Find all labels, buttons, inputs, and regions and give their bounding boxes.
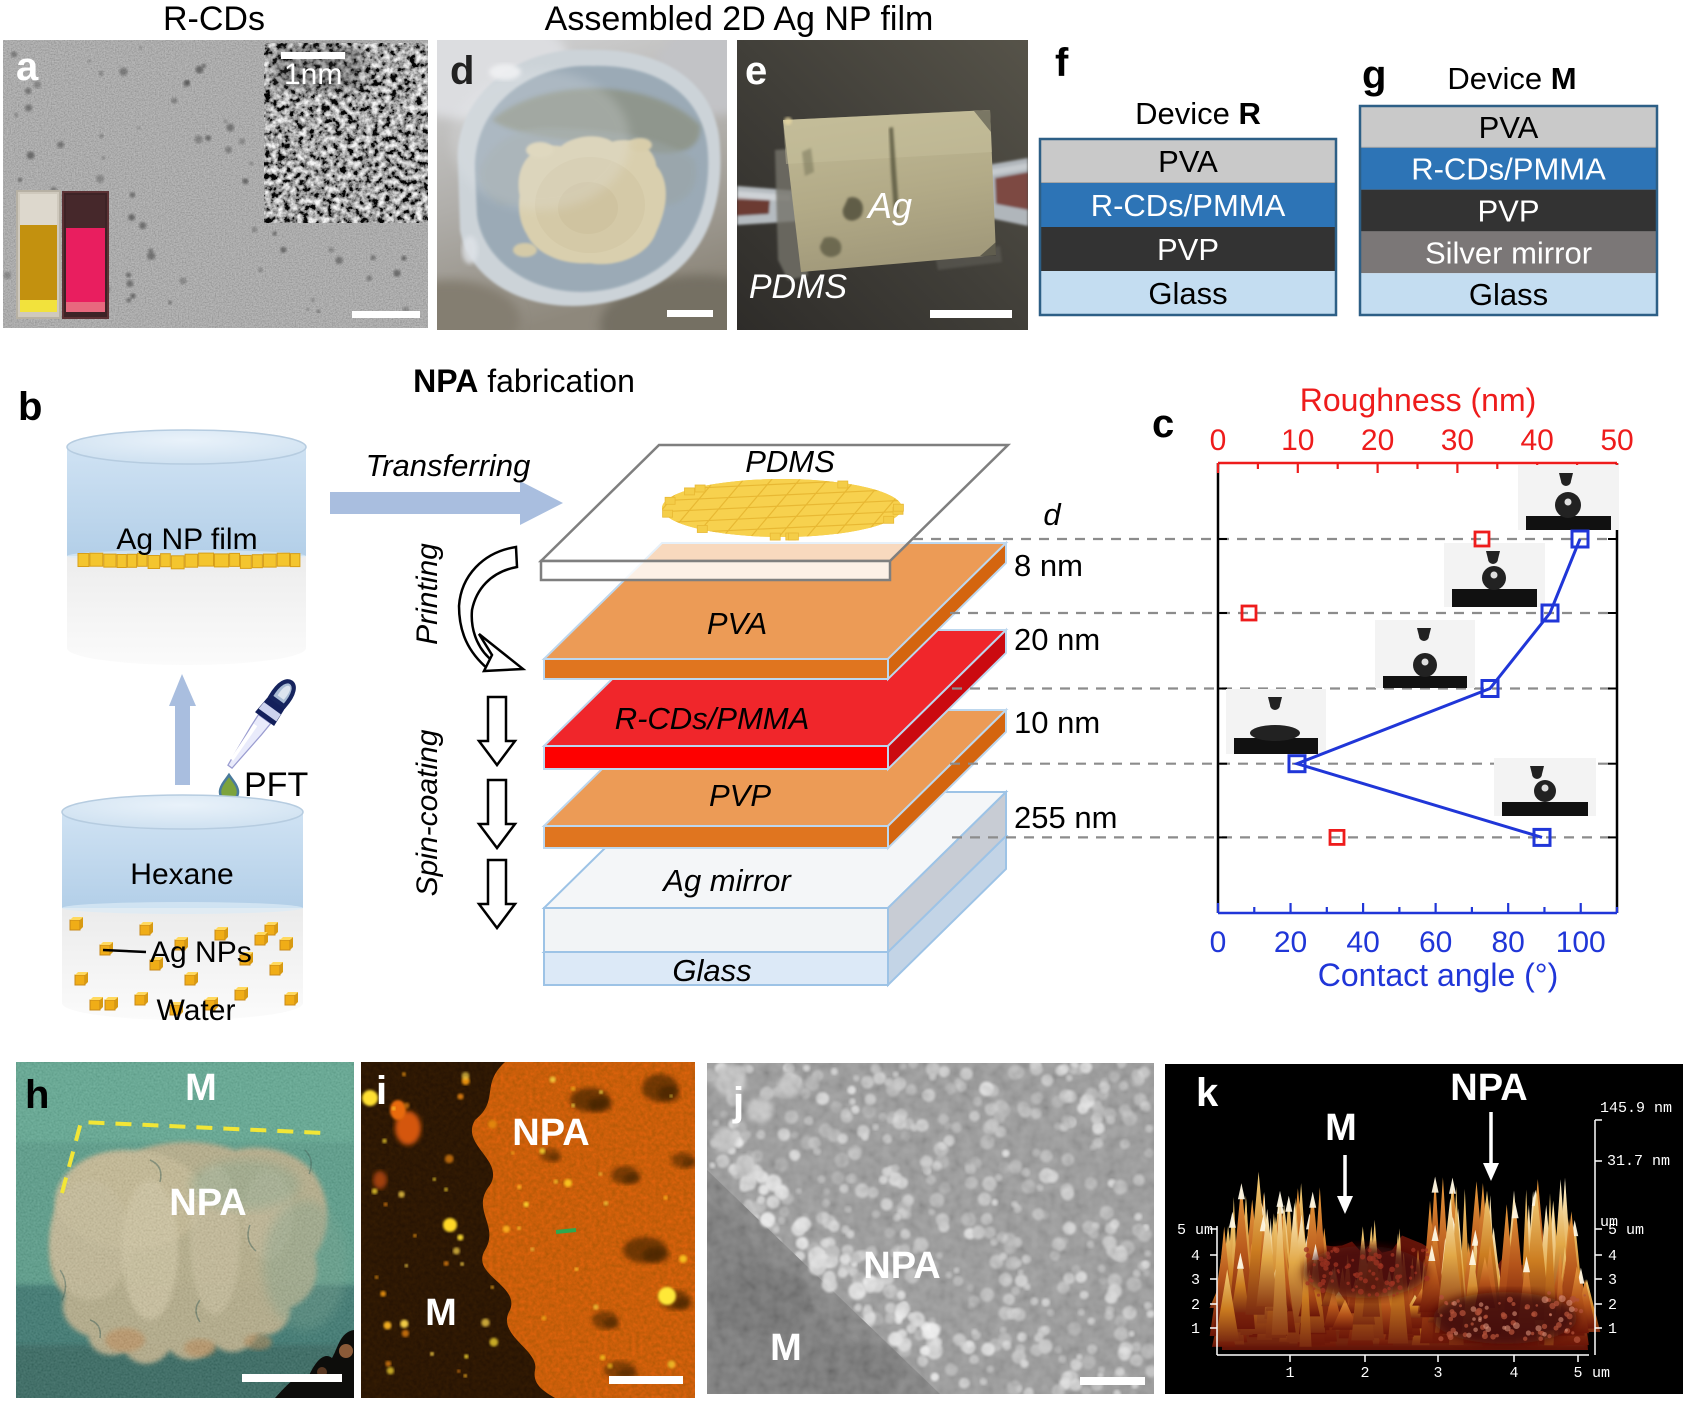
svg-text:NPA: NPA: [1450, 1067, 1527, 1109]
svg-text:j: j: [732, 1080, 744, 1124]
svg-text:Printing: Printing: [411, 543, 444, 645]
svg-text:Glass: Glass: [1469, 277, 1548, 312]
svg-text:c: c: [1152, 402, 1174, 446]
svg-text:0: 0: [1210, 424, 1227, 457]
svg-text:60: 60: [1419, 926, 1452, 959]
svg-text:1: 1: [1285, 1365, 1294, 1382]
svg-text:3: 3: [1433, 1365, 1442, 1382]
svg-text:NPA: NPA: [512, 1112, 589, 1154]
svg-text:NPA: NPA: [863, 1245, 940, 1287]
svg-text:1nm: 1nm: [284, 58, 342, 91]
svg-text:5: 5: [1573, 1365, 1582, 1382]
svg-text:k: k: [1196, 1071, 1219, 1115]
svg-text:Glass: Glass: [1148, 276, 1227, 311]
svg-text:Device M: Device M: [1447, 61, 1576, 96]
svg-text:10 nm: 10 nm: [1014, 705, 1100, 740]
svg-text:1: 1: [1191, 1321, 1200, 1338]
svg-text:d: d: [450, 49, 474, 93]
svg-text:M: M: [425, 1292, 457, 1334]
svg-text:Silver mirror: Silver mirror: [1425, 235, 1592, 270]
svg-text:PVA: PVA: [1158, 144, 1218, 179]
svg-text:um: um: [1600, 1214, 1618, 1231]
svg-text:20: 20: [1361, 424, 1394, 457]
svg-text:Spin-coating: Spin-coating: [411, 729, 444, 896]
svg-text:a: a: [16, 45, 39, 89]
svg-text:b: b: [18, 385, 42, 429]
svg-text:5 um: 5 um: [1177, 1222, 1213, 1239]
svg-text:5 um: 5 um: [1608, 1222, 1644, 1239]
svg-text:g: g: [1362, 53, 1386, 97]
svg-text:M: M: [185, 1067, 217, 1109]
svg-text:Ag NPs: Ag NPs: [150, 936, 252, 969]
svg-text:20: 20: [1274, 926, 1307, 959]
svg-text:8 nm: 8 nm: [1014, 548, 1083, 583]
svg-text:255 nm: 255 nm: [1014, 800, 1117, 835]
svg-text:0: 0: [1210, 926, 1227, 959]
svg-text:M: M: [1325, 1107, 1357, 1149]
svg-text:3: 3: [1191, 1272, 1200, 1289]
svg-text:Device R: Device R: [1135, 96, 1261, 131]
svg-text:PDMS: PDMS: [749, 268, 848, 306]
svg-text:d: d: [1043, 497, 1062, 532]
svg-text:100: 100: [1556, 926, 1606, 959]
svg-text:NPA: NPA: [169, 1182, 246, 1224]
svg-text:10: 10: [1281, 424, 1314, 457]
svg-text:um: um: [1592, 1365, 1610, 1382]
svg-text:Assembled 2D Ag NP film: Assembled 2D Ag NP film: [545, 0, 934, 38]
svg-text:h: h: [25, 1073, 49, 1117]
svg-text:Transferring: Transferring: [366, 448, 531, 483]
svg-text:Roughness (nm): Roughness (nm): [1300, 382, 1537, 418]
svg-text:4: 4: [1509, 1365, 1518, 1382]
svg-text:e: e: [745, 49, 767, 93]
svg-text:Water: Water: [157, 994, 236, 1027]
svg-text:Contact angle (°): Contact angle (°): [1318, 957, 1558, 993]
svg-text:R-CDs/PMMA: R-CDs/PMMA: [1091, 188, 1286, 223]
svg-text:R-CDs/PMMA: R-CDs/PMMA: [615, 701, 810, 736]
svg-text:Ag: Ag: [866, 185, 912, 226]
svg-text:30: 30: [1441, 424, 1474, 457]
svg-text:3: 3: [1608, 1272, 1617, 1289]
svg-text:80: 80: [1491, 926, 1524, 959]
svg-text:2: 2: [1360, 1365, 1369, 1382]
svg-text:Ag NP film: Ag NP film: [116, 523, 257, 556]
svg-text:R-CDs: R-CDs: [163, 0, 265, 38]
svg-text:PVA: PVA: [707, 606, 767, 641]
svg-text:PVP: PVP: [709, 778, 771, 813]
svg-text:40: 40: [1521, 424, 1554, 457]
svg-text:31.7 nm: 31.7 nm: [1607, 1153, 1670, 1170]
svg-text:PVP: PVP: [1157, 232, 1219, 267]
svg-text:M: M: [770, 1327, 802, 1369]
svg-text:Hexane: Hexane: [130, 858, 233, 891]
svg-text:f: f: [1055, 41, 1069, 85]
svg-text:50: 50: [1600, 424, 1633, 457]
svg-text:40: 40: [1346, 926, 1379, 959]
svg-text:PDMS: PDMS: [745, 444, 835, 479]
svg-text:4: 4: [1191, 1248, 1200, 1265]
svg-text:2: 2: [1608, 1297, 1617, 1314]
svg-text:Ag mirror: Ag mirror: [661, 863, 792, 898]
svg-text:R-CDs/PMMA: R-CDs/PMMA: [1411, 152, 1606, 187]
svg-text:i: i: [376, 1069, 387, 1113]
svg-text:1: 1: [1608, 1321, 1617, 1338]
svg-text:PVA: PVA: [1479, 110, 1539, 145]
svg-text:20 nm: 20 nm: [1014, 622, 1100, 657]
svg-text:PVP: PVP: [1477, 194, 1539, 229]
svg-text:4: 4: [1608, 1248, 1617, 1265]
svg-text:145.9 nm: 145.9 nm: [1600, 1100, 1672, 1117]
svg-text:2: 2: [1191, 1297, 1200, 1314]
svg-text:Glass: Glass: [672, 953, 751, 988]
svg-text:NPA fabrication: NPA fabrication: [413, 363, 635, 399]
